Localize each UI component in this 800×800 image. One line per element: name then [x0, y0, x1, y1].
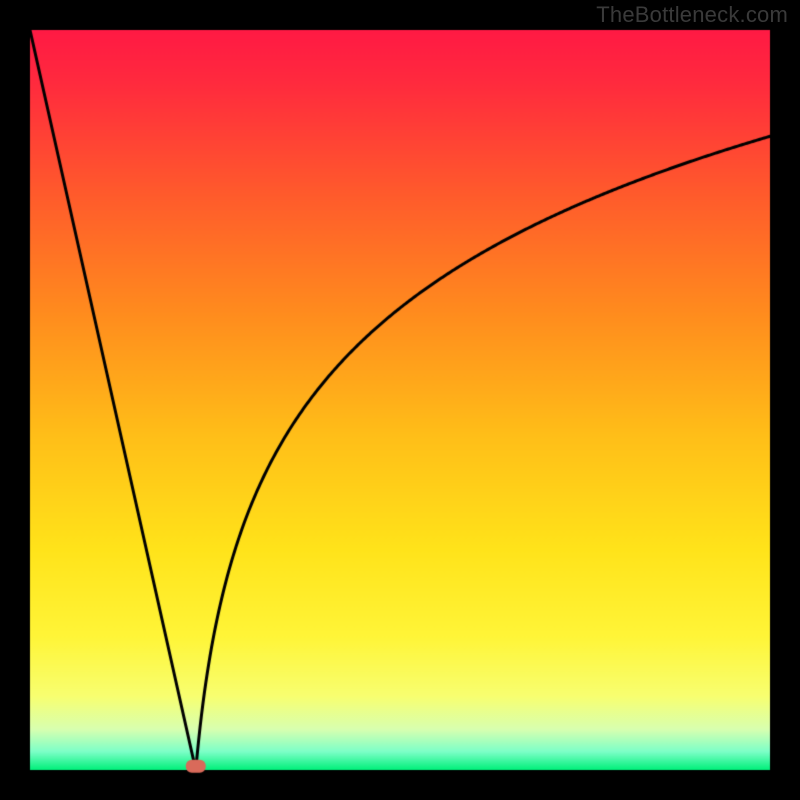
chart-container: TheBottleneck.com — [0, 0, 800, 800]
bottleneck-curve-chart — [0, 0, 800, 800]
